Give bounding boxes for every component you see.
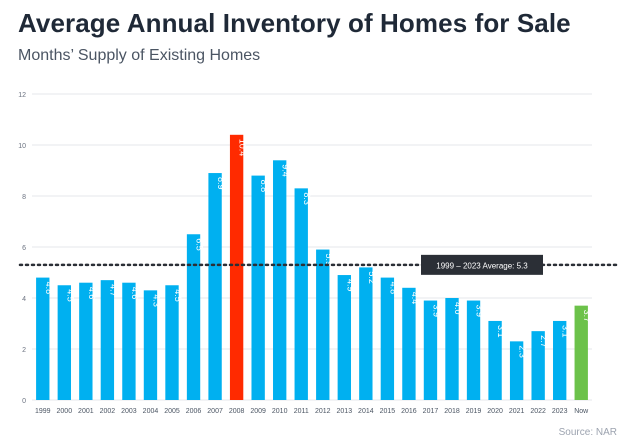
x-tick-label: 2006 (186, 408, 202, 415)
bar-2012 (316, 249, 330, 400)
bar-value-label: 3.1 (496, 325, 506, 338)
x-tick-label: 2002 (100, 408, 116, 415)
x-tick-label: 2021 (509, 408, 525, 415)
bar-value-label: 4.7 (108, 284, 118, 297)
bar-value-label: 4.9 (345, 279, 355, 292)
x-tick-label: 1999 (35, 408, 51, 415)
bar-2001 (79, 282, 93, 400)
bar-value-label: 5.2 (367, 271, 377, 284)
bar-value-label: 10.4 (238, 139, 248, 157)
bar-value-label: 4.4 (410, 292, 420, 305)
bar-value-label: 8.3 (302, 192, 312, 205)
y-tick-label: 4 (22, 296, 26, 303)
x-tick-label: 2000 (57, 408, 73, 415)
y-tick-label: 2 (22, 347, 26, 354)
x-tick-label: 2005 (164, 408, 180, 415)
bar-value-label: 4.8 (44, 282, 54, 295)
average-callout (421, 254, 543, 275)
x-tick-label: 2004 (143, 408, 159, 415)
bar-2015 (380, 277, 395, 400)
bar-value-label: 3.7 (582, 310, 592, 323)
x-tick-label: 2008 (229, 408, 245, 415)
bar-value-label: 8.9 (216, 177, 226, 190)
bar-value-label: 4.3 (151, 294, 161, 307)
bar-2004 (143, 290, 158, 400)
bar-2003 (122, 282, 136, 400)
bar-2021 (509, 341, 524, 400)
bar-value-label: 9.4 (281, 164, 291, 177)
x-tick-label: 2018 (444, 408, 460, 415)
y-tick-label: 8 (22, 194, 26, 201)
bar-2000 (57, 285, 71, 400)
x-tick-label: 2010 (272, 408, 288, 415)
bar-2011 (294, 188, 308, 400)
bar-2006 (186, 234, 201, 400)
average-label: 1999 – 2023 Average: 5.3 (436, 261, 528, 270)
bar-value-label: 4.6 (130, 287, 140, 300)
bar-2017 (423, 300, 438, 400)
y-tick-label: 6 (22, 245, 26, 252)
bar-2019 (466, 300, 481, 400)
bar-2022 (531, 331, 545, 400)
x-tick-label: 2014 (358, 408, 374, 415)
x-tick-label: 2011 (294, 408, 309, 415)
x-tick-label: 2016 (401, 408, 417, 415)
bar-1999 (36, 277, 50, 400)
bar-2005 (165, 285, 179, 400)
x-tick-label: 2020 (487, 408, 503, 415)
x-tick-label: 2001 (78, 408, 94, 415)
bar-2010 (273, 160, 287, 400)
bar-2018 (445, 298, 459, 400)
x-tick-label: 2017 (423, 408, 439, 415)
bar-value-label: 4.5 (173, 289, 183, 302)
bar-value-label: 5.9 (324, 254, 334, 267)
bar-2020 (488, 320, 502, 400)
bar-2016 (402, 287, 416, 400)
bar-value-label: 4.5 (65, 289, 75, 302)
chart-subtitle: Months’ Supply of Existing Homes (18, 47, 261, 64)
x-tick-label: 2013 (337, 408, 353, 415)
x-tick-label: Now (574, 408, 589, 415)
x-tick-label: 2012 (315, 408, 331, 415)
bar-value-label: 4.0 (453, 302, 463, 315)
bar-2023 (553, 320, 567, 400)
bar-value-label: 6.5 (195, 238, 205, 251)
chart-title: Average Annual Inventory of Homes for Sa… (18, 8, 571, 38)
bar-2014 (359, 267, 373, 400)
bar-2007 (208, 173, 222, 400)
bar-value-label: 4.6 (87, 287, 97, 300)
x-tick-label: 2015 (380, 408, 396, 415)
x-tick-label: 2022 (530, 408, 546, 415)
bar-2008 (229, 134, 244, 401)
bar-value-label: 2.3 (518, 345, 528, 358)
bar-value-label: 4.8 (388, 282, 398, 295)
x-tick-label: 2023 (552, 408, 568, 415)
bar-value-label: 3.1 (561, 325, 571, 338)
x-tick-label: 2007 (207, 408, 223, 415)
x-tick-label: 2003 (121, 408, 137, 415)
bar-value-label: 2.7 (539, 335, 549, 348)
x-tick-label: 2019 (466, 408, 482, 415)
bar-2009 (251, 175, 265, 400)
source-note: Source: NAR (558, 427, 617, 438)
bar-value-label: 3.9 (475, 305, 485, 318)
x-tick-label: 2009 (250, 408, 266, 415)
bar-2002 (100, 280, 115, 400)
bar-value-label: 8.8 (259, 180, 269, 193)
bar-2013 (337, 275, 351, 400)
y-tick-label: 0 (22, 398, 26, 405)
y-tick-label: 10 (18, 143, 26, 150)
bar-Now (574, 305, 588, 400)
bar-value-label: 3.9 (431, 305, 441, 318)
y-tick-label: 12 (18, 92, 26, 99)
